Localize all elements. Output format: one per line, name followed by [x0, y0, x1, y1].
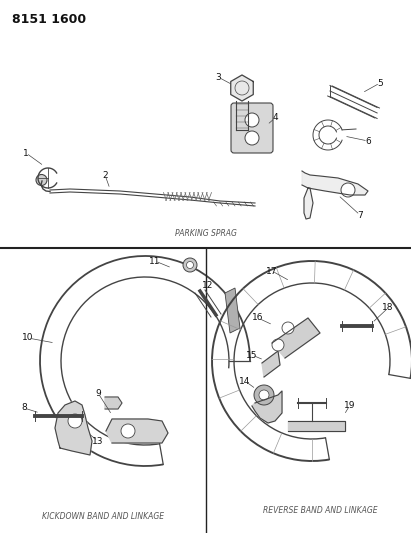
Text: 2: 2	[102, 171, 108, 180]
Polygon shape	[302, 171, 368, 195]
Text: 12: 12	[202, 280, 214, 289]
Polygon shape	[231, 75, 253, 101]
Polygon shape	[288, 421, 345, 431]
Circle shape	[272, 339, 284, 351]
Circle shape	[183, 258, 197, 272]
Text: 17: 17	[266, 266, 278, 276]
Circle shape	[254, 385, 274, 405]
Text: 9: 9	[95, 389, 101, 398]
Circle shape	[68, 414, 82, 428]
Text: KICKDOWN BAND AND LINKAGE: KICKDOWN BAND AND LINKAGE	[42, 512, 164, 521]
Polygon shape	[225, 288, 240, 333]
Text: 13: 13	[92, 437, 104, 446]
Circle shape	[245, 113, 259, 127]
Text: 11: 11	[149, 256, 161, 265]
Text: REVERSE BAND AND LINKAGE: REVERSE BAND AND LINKAGE	[263, 506, 378, 515]
Text: PARKING SPRAG: PARKING SPRAG	[175, 229, 236, 238]
Circle shape	[282, 322, 294, 334]
Polygon shape	[252, 391, 282, 423]
Text: 16: 16	[252, 313, 264, 322]
Polygon shape	[304, 188, 313, 219]
Polygon shape	[272, 318, 320, 358]
Polygon shape	[105, 397, 122, 409]
Polygon shape	[106, 419, 168, 443]
Polygon shape	[55, 401, 92, 455]
Text: 5: 5	[377, 78, 383, 87]
Text: 7: 7	[357, 211, 363, 220]
Text: 4: 4	[272, 114, 278, 123]
Circle shape	[341, 183, 355, 197]
Text: 1: 1	[23, 149, 29, 157]
Text: 14: 14	[239, 376, 251, 385]
Text: 6: 6	[365, 136, 371, 146]
Circle shape	[36, 174, 47, 185]
FancyBboxPatch shape	[231, 103, 273, 153]
Text: 10: 10	[22, 334, 34, 343]
Circle shape	[121, 424, 135, 438]
Text: 8: 8	[21, 403, 27, 413]
Text: 15: 15	[246, 351, 258, 359]
Polygon shape	[262, 351, 280, 377]
Text: 18: 18	[382, 303, 394, 312]
Text: 3: 3	[215, 72, 221, 82]
Text: 8151 1600: 8151 1600	[12, 13, 86, 26]
Circle shape	[259, 390, 269, 400]
Circle shape	[245, 131, 259, 145]
Circle shape	[187, 262, 194, 269]
Text: 19: 19	[344, 400, 356, 409]
